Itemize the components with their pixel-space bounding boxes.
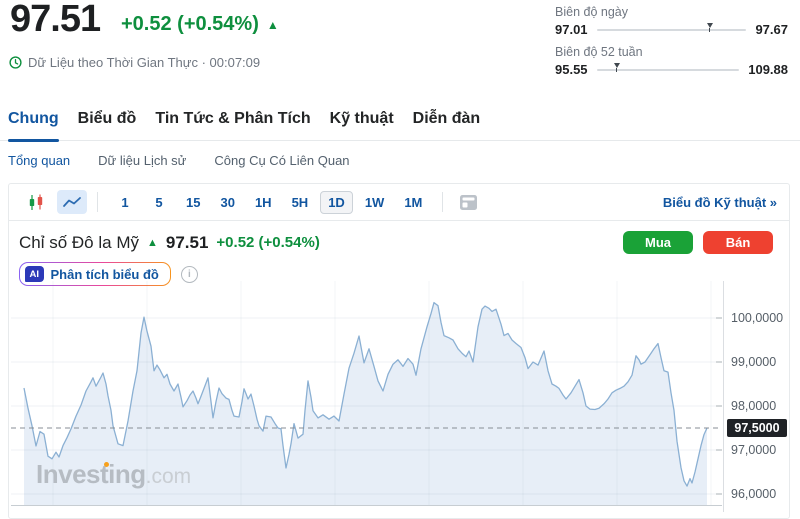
price-change-text: +0.52 (+0.54%) — [121, 13, 259, 35]
info-icon[interactable]: i — [180, 265, 198, 283]
day-range-label: Biên độ ngày — [555, 5, 628, 19]
tab-dien-dan[interactable]: Diễn đàn — [412, 110, 481, 127]
up-triangle-icon: ▲ — [266, 17, 279, 32]
subtab-du-lieu-lich-su[interactable]: Dữ liệu Lịch sử — [98, 152, 187, 168]
area-fill — [24, 302, 707, 506]
week52-range-high: 109.88 — [748, 62, 788, 77]
ai-analysis-button[interactable]: AI Phân tích biểu đồ — [19, 262, 171, 286]
y-axis-tick-label: 98,0000 — [731, 399, 777, 413]
y-axis-tick-label: 99,0000 — [731, 355, 777, 369]
price-change: +0.52 (+0.54%) ▲ — [121, 13, 279, 36]
ai-badge-icon: AI — [25, 266, 44, 282]
timeframe-1h[interactable]: 1H — [254, 194, 272, 210]
buy-button[interactable]: Mua — [623, 231, 693, 254]
price-line — [23, 301, 708, 487]
day-range-high: 97.67 — [755, 22, 788, 37]
week52-range-track — [596, 62, 740, 72]
realtime-text: Dữ Liệu theo Thời Gian Thực · 00:07:09 — [28, 55, 261, 70]
tab-bieu-do[interactable]: Biểu đồ — [77, 110, 137, 127]
timeframe-5[interactable]: 5 — [155, 194, 163, 210]
timeframe-1d[interactable]: 1D — [320, 190, 353, 214]
clock-icon — [9, 56, 22, 69]
technical-chart-link[interactable]: Biểu đồ Kỹ thuật » — [662, 194, 777, 210]
watermark-suffix: .com — [145, 465, 192, 488]
timeframe-group: 1 5 15 30 1H 5H 1D 1W 1M — [108, 190, 432, 214]
candlestick-chart-icon[interactable] — [21, 190, 51, 214]
ranges-panel: Biên độ ngày 97.01 97.67 Biên độ 52 tuần… — [555, 5, 788, 85]
y-axis-tick-label: 96,0000 — [731, 487, 777, 501]
watermark-brand: Investing — [36, 459, 146, 489]
ai-analysis-row: AI Phân tích biểu đồ i — [9, 254, 789, 286]
week52-range-row: 95.55 109.88 — [555, 62, 788, 77]
instrument-name: Chỉ số Đô la Mỹ — [19, 232, 139, 252]
tab-chung[interactable]: Chung — [8, 98, 59, 142]
ai-analysis-label: Phân tích biểu đồ — [50, 266, 159, 282]
timeframe-1m[interactable]: 1M — [404, 194, 423, 210]
sell-button[interactable]: Bán — [703, 231, 773, 254]
last-price: 97.51 — [10, 0, 101, 40]
chart-toolbar: 1 5 15 30 1H 5H 1D 1W 1M Biểu đồ Kỹ thuật » — [9, 184, 789, 221]
instrument-up-triangle-icon: ▲ — [146, 236, 158, 249]
subtab-tong-quan[interactable]: Tổng quan — [8, 152, 71, 168]
main-tabs: Chung Biểu đồ Tin Tức & Phân Tích Kỹ thuật D… — [0, 98, 800, 142]
realtime-status: Dữ Liệu theo Thời Gian Thực · 00:07:09 — [9, 55, 260, 70]
toolbar-divider — [97, 192, 98, 212]
watermark: Investing .com — [36, 459, 191, 490]
instrument-title-row: Chỉ số Đô la Mỹ ▲ 97.51 +0.52 (+0.54%) M… — [9, 221, 789, 254]
day-range-track — [596, 22, 747, 32]
timeframe-15[interactable]: 15 — [186, 194, 201, 210]
y-axis-tick-label: 100,0000 — [731, 311, 784, 325]
chart-layout-icon[interactable] — [453, 190, 483, 214]
y-axis: 97,5000 100,0000 99,0000 98,0000 97,0000 96,… — [723, 281, 789, 512]
week52-range-label: Biên độ 52 tuần — [555, 45, 643, 59]
week52-range-low: 95.55 — [555, 62, 588, 77]
subtab-cong-cu-lien-quan[interactable]: Công Cụ Có Liên Quan — [214, 152, 350, 168]
tab-tin-tuc-phan-tich[interactable]: Tin Tức & Phân Tích — [155, 110, 311, 127]
timeframe-5h[interactable]: 5H — [291, 194, 309, 210]
timeframe-1w[interactable]: 1W — [364, 194, 385, 210]
price-area-chart[interactable] — [10, 281, 723, 512]
timeframe-30[interactable]: 30 — [220, 194, 235, 210]
trade-buttons: Mua Bán — [623, 231, 773, 254]
watermark-orange-dot-icon — [104, 462, 109, 467]
timeframe-1[interactable]: 1 — [121, 194, 129, 210]
current-price-badge: 97,5000 — [727, 419, 787, 437]
day-range-row: 97.01 97.67 — [555, 22, 788, 37]
week52-range-marker-icon — [613, 62, 620, 72]
sub-tabs: Tổng quan Dữ liệu Lịch sử Công Cụ Có Liên … — [0, 149, 800, 171]
instrument-price: 97.51 — [165, 232, 209, 252]
toolbar-divider — [442, 192, 444, 212]
day-range-low: 97.01 — [555, 22, 588, 37]
instrument-change: +0.52 (+0.54%) — [216, 234, 320, 251]
tab-ky-thuat[interactable]: Kỹ thuật — [329, 110, 394, 127]
day-range-marker-icon — [706, 22, 713, 32]
chart-card: 1 5 15 30 1H 5H 1D 1W 1M Biểu đồ Kỹ thuật » Chỉ … — [8, 183, 790, 519]
line-chart-icon[interactable] — [57, 190, 87, 214]
y-axis-tick-label: 97,0000 — [731, 443, 777, 457]
